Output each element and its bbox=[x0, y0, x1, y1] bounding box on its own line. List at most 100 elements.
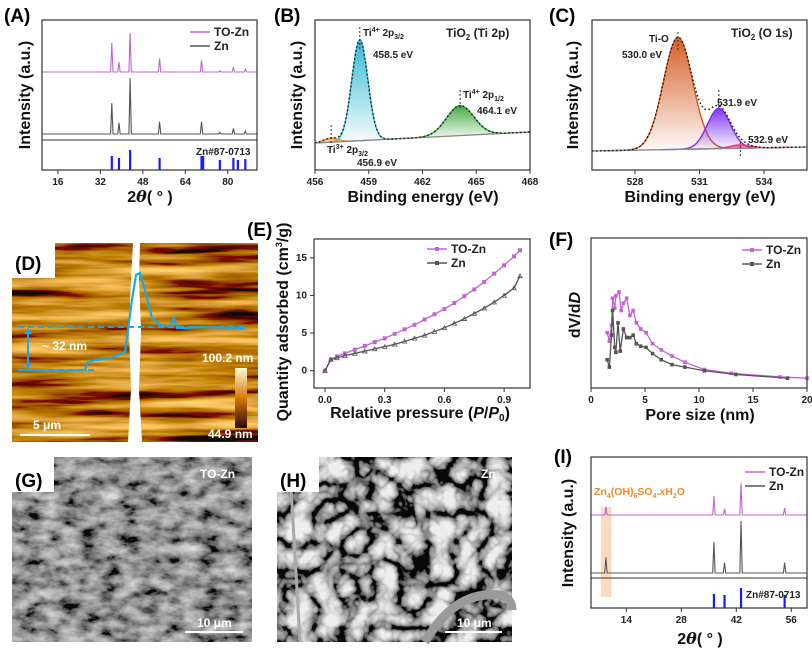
c-ylabel: Intensity (a.u.) bbox=[565, 41, 582, 149]
c-xtick-label: 528 bbox=[627, 177, 644, 188]
ann-j: 2 bbox=[673, 493, 677, 500]
f-point-zn bbox=[614, 350, 618, 355]
e-point-zn bbox=[517, 273, 523, 279]
i-xlabel-theta: θ bbox=[686, 629, 697, 648]
c-title-rest: (O 1s) bbox=[755, 26, 792, 40]
a-reference-label: Zn#87-0713 bbox=[196, 147, 251, 158]
f-point-to-zn bbox=[610, 296, 615, 301]
f-legend-label: TO-Zn bbox=[766, 243, 801, 257]
b-label-part: 4+ bbox=[472, 89, 480, 96]
b-background bbox=[314, 131, 531, 144]
e-xlabel-end: ) bbox=[505, 405, 510, 422]
ann-d: 6 bbox=[633, 493, 637, 500]
e-series-zn bbox=[324, 275, 521, 371]
e-point-zn bbox=[481, 305, 488, 311]
i-legend-label: TO-Zn bbox=[769, 465, 804, 479]
i-series-to-zn bbox=[591, 482, 807, 516]
e-series-to-zn bbox=[324, 249, 521, 371]
e-point-to-zn bbox=[502, 263, 507, 268]
e-point-zn bbox=[421, 332, 428, 338]
c-title-main: TiO bbox=[731, 26, 751, 40]
f-point-zn bbox=[659, 357, 663, 362]
panel-label-c: (C) bbox=[549, 6, 575, 27]
f-point-zn bbox=[612, 345, 617, 350]
sem-image-to-zn: (G) TO-Zn 10 μm bbox=[12, 457, 252, 642]
f-point-zn bbox=[634, 341, 639, 346]
b-peak-label: Ti4+ 2p3/2 bbox=[363, 27, 404, 41]
e-point-zn bbox=[351, 350, 358, 356]
f-ylabel-d: D bbox=[567, 291, 584, 303]
e-ylabel: Quantity adsorbed (cm3/g) bbox=[274, 223, 292, 422]
c-envelope bbox=[591, 36, 808, 152]
f-xtick-label: 20 bbox=[801, 395, 812, 406]
i-series-zn bbox=[591, 520, 807, 574]
e-xlabel-main: Relative pressure ( bbox=[330, 405, 474, 422]
e-point-zn bbox=[491, 299, 498, 305]
sem-g-sample-label: TO-Zn bbox=[200, 467, 235, 481]
f-point-to-zn bbox=[605, 330, 609, 335]
f-point-to-zn bbox=[729, 371, 734, 376]
b-envelope bbox=[314, 38, 531, 144]
f-xtick-label: 5 bbox=[642, 395, 648, 406]
e-point-zn bbox=[328, 356, 334, 362]
f-point-to-zn bbox=[638, 327, 643, 331]
e-point-zn bbox=[391, 341, 398, 347]
i-xlabel-unit: ( ° ) bbox=[697, 631, 723, 648]
afm-image: (D) ~ 32 nm 100.2 nm 44.9 nm 5 μm bbox=[12, 243, 258, 442]
f-legend-marker bbox=[750, 262, 754, 266]
ann-i: H bbox=[665, 486, 673, 498]
i-frame bbox=[590, 456, 808, 609]
f-point-zn bbox=[607, 365, 612, 369]
e-xlabel-p0: P bbox=[488, 405, 499, 422]
b-xlabel: Binding energy (eV) bbox=[347, 189, 498, 206]
sem-h-scale-label: 10 μm bbox=[457, 616, 492, 630]
i-xlabel-2: 2 bbox=[677, 631, 686, 648]
a-xtick-label: 80 bbox=[222, 177, 234, 188]
b-peak-energy: 458.5 eV bbox=[373, 50, 413, 61]
e-point-to-zn bbox=[382, 336, 387, 341]
f-point-to-zn bbox=[612, 306, 617, 310]
e-point-to-zn bbox=[442, 306, 447, 311]
sem-h-sample-label: Zn bbox=[481, 467, 496, 481]
c-xlabel: Binding energy (eV) bbox=[624, 189, 775, 206]
a-legend-label: TO-Zn bbox=[214, 25, 249, 39]
e-point-zn bbox=[341, 352, 348, 358]
e-legend-marker bbox=[435, 261, 439, 265]
e-point-to-zn bbox=[472, 287, 477, 292]
c-title: TiO2 (O 1s) bbox=[731, 26, 793, 42]
b-ylabel: Intensity (a.u.) bbox=[289, 41, 306, 149]
b-xtick-label: 462 bbox=[414, 177, 431, 188]
i-xtick-label: 14 bbox=[621, 615, 633, 626]
panel-label-f: (F) bbox=[549, 230, 573, 251]
c-xtick-label: 531 bbox=[691, 177, 708, 188]
e-xtick-label: 0.0 bbox=[318, 395, 332, 406]
e-point-zn bbox=[411, 335, 418, 341]
f-point-to-zn bbox=[659, 348, 663, 352]
c-xtick-label: 534 bbox=[756, 177, 773, 188]
panel-label-h-box bbox=[277, 457, 319, 492]
afm-colorbar-max: 100.2 nm bbox=[202, 351, 253, 365]
e-point-zn bbox=[501, 292, 508, 298]
e-ylabel-main: Quantity adsorbed (cm bbox=[275, 247, 292, 421]
b-label-part: Ti bbox=[463, 90, 472, 101]
f-point-to-zn bbox=[650, 341, 655, 346]
b-label-part: 3/2 bbox=[358, 151, 368, 158]
afm-crack bbox=[128, 243, 142, 442]
e-point-zn bbox=[471, 310, 478, 316]
i-reference-label: Zn#87-0713 bbox=[746, 590, 801, 601]
f-point-zn bbox=[638, 344, 643, 348]
f-point-zn bbox=[621, 327, 626, 331]
f-legend-marker bbox=[750, 248, 754, 252]
f-point-zn bbox=[733, 372, 738, 377]
panel-label-b: (B) bbox=[274, 6, 300, 27]
a-xlabel-2: 2 bbox=[127, 189, 136, 206]
sem-g-scale-label: 10 μm bbox=[197, 616, 232, 630]
panel-label-g-box bbox=[12, 457, 54, 492]
e-point-zn bbox=[401, 338, 408, 344]
panel-label-g: (G) bbox=[15, 471, 42, 492]
ann-k: O bbox=[677, 486, 685, 498]
afm-step-height: ~ 32 nm bbox=[42, 339, 87, 353]
e-point-to-zn bbox=[372, 340, 377, 345]
e-point-to-zn bbox=[402, 327, 407, 332]
b-label-part: Ti bbox=[363, 28, 372, 39]
